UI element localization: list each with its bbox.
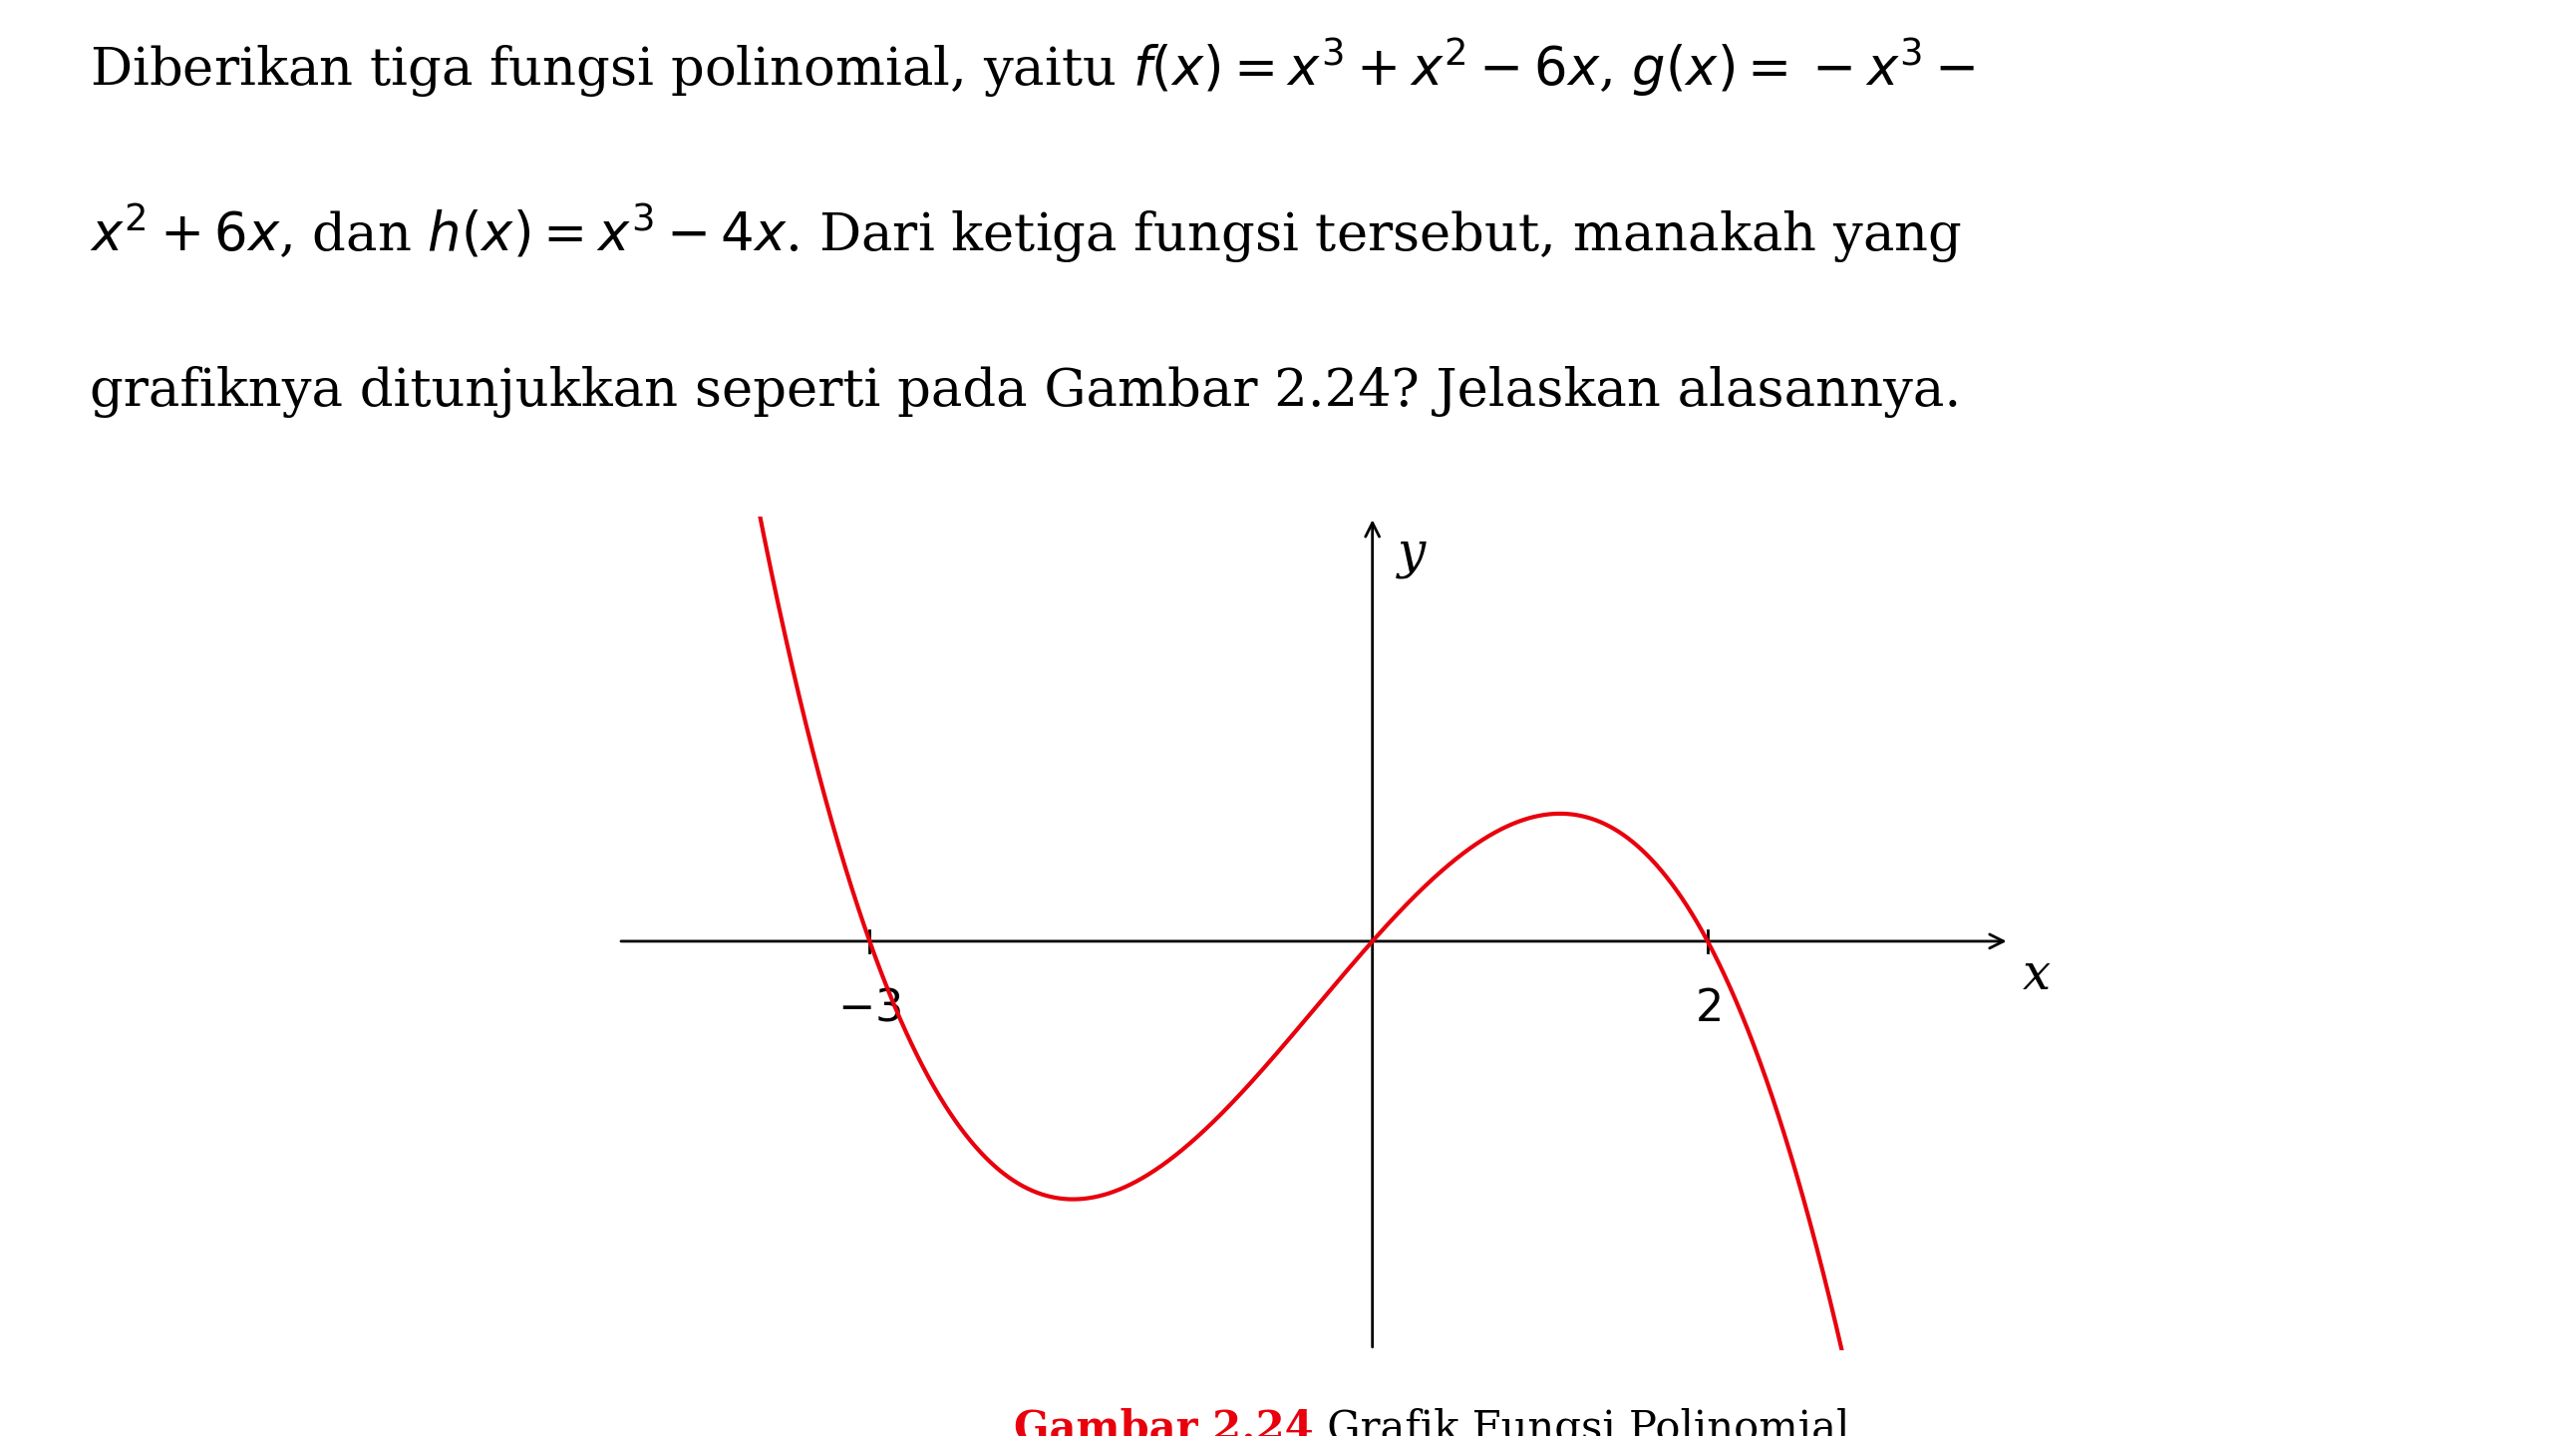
Text: $2$: $2$ [1695, 987, 1721, 1030]
Text: Gambar 2.24: Gambar 2.24 [1015, 1407, 1314, 1436]
Text: $-3$: $-3$ [837, 987, 902, 1030]
Text: $x^2 + 6x$, dan $h(x) = x^3 - 4x$. Dari ketiga fungsi tersebut, manakah yang: $x^2 + 6x$, dan $h(x) = x^3 - 4x$. Dari … [90, 201, 1963, 266]
Text: x: x [2022, 951, 2050, 999]
Text: Grafik Fungsi Polinomial: Grafik Fungsi Polinomial [1314, 1407, 1850, 1436]
Text: Diberikan tiga fungsi polinomial, yaitu $f(x) = x^3 + x^2 - 6x$, $g(x) = -x^3 -$: Diberikan tiga fungsi polinomial, yaitu … [90, 36, 1976, 101]
Text: grafiknya ditunjukkan seperti pada Gambar 2.24? Jelaskan alasannya.: grafiknya ditunjukkan seperti pada Gamba… [90, 366, 1960, 418]
Text: y: y [1399, 530, 1425, 579]
